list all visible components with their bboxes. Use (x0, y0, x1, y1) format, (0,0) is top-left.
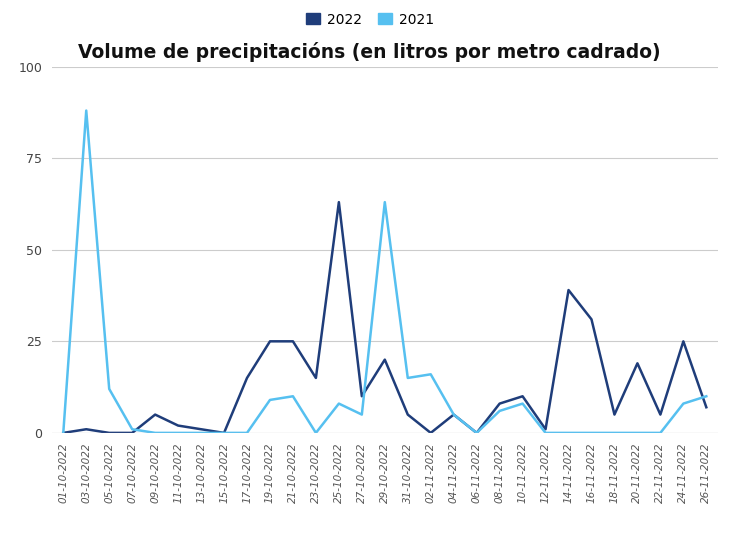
2021 (82, 107, 91, 114)
2021 (59, 430, 68, 436)
Legend: 2022, 2021: 2022, 2021 (300, 7, 440, 32)
2022 (449, 411, 458, 418)
2021 (495, 407, 504, 414)
2021 (449, 411, 458, 418)
2021 (289, 393, 297, 400)
2022 (151, 411, 160, 418)
2021 (679, 400, 687, 407)
2021 (197, 430, 206, 436)
2022 (541, 426, 550, 432)
2021 (334, 400, 343, 407)
2021 (243, 430, 252, 436)
2022 (243, 375, 252, 381)
2022 (426, 430, 435, 436)
2022 (679, 338, 687, 345)
2022 (610, 411, 619, 418)
2022 (702, 404, 710, 411)
2022 (82, 426, 91, 432)
2022 (587, 316, 596, 322)
2022 (312, 375, 320, 381)
2021 (610, 430, 619, 436)
2021 (128, 426, 137, 432)
2022 (197, 426, 206, 432)
2022 (518, 393, 527, 400)
2022 (380, 356, 389, 363)
2021 (380, 199, 389, 205)
2021 (312, 430, 320, 436)
2022 (289, 338, 297, 345)
2021 (564, 430, 573, 436)
2021 (403, 375, 412, 381)
2022 (472, 430, 481, 436)
2021 (633, 430, 642, 436)
2022 (633, 360, 642, 367)
2021 (656, 430, 665, 436)
Line: 2021: 2021 (64, 110, 706, 433)
2021 (541, 430, 550, 436)
2021 (357, 411, 366, 418)
2022 (174, 422, 183, 429)
2022 (128, 430, 137, 436)
Text: Volume de precipitacións (en litros por metro cadrado): Volume de precipitacións (en litros por … (78, 42, 661, 62)
2021 (266, 397, 275, 403)
2021 (518, 400, 527, 407)
2021 (105, 386, 114, 392)
2022 (403, 411, 412, 418)
2021 (151, 430, 160, 436)
2022 (334, 199, 343, 205)
2021 (174, 430, 183, 436)
2021 (220, 430, 229, 436)
2022 (59, 430, 68, 436)
2021 (472, 430, 481, 436)
2022 (105, 430, 114, 436)
2022 (357, 393, 366, 400)
2022 (266, 338, 275, 345)
2021 (702, 393, 710, 400)
2021 (426, 371, 435, 377)
2021 (587, 430, 596, 436)
2022 (220, 430, 229, 436)
2022 (495, 400, 504, 407)
2022 (564, 287, 573, 294)
2022 (656, 411, 665, 418)
Line: 2022: 2022 (64, 202, 706, 433)
